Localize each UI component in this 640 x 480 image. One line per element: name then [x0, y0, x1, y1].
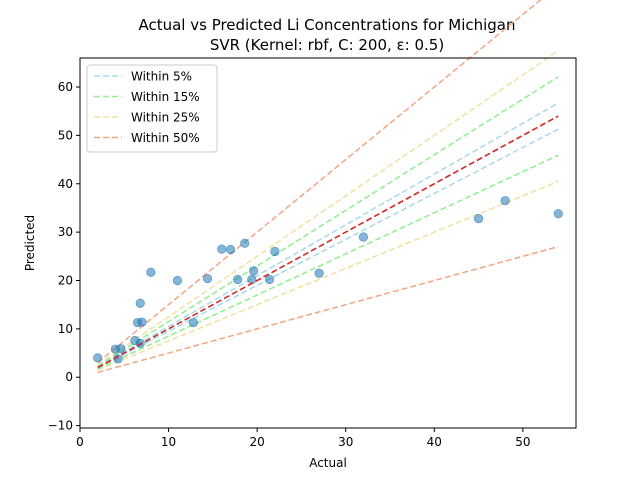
- band-line-50-upper: [97, 0, 542, 364]
- chart-title: Actual vs Predicted Li Concentrations fo…: [138, 16, 515, 34]
- legend: Within 5% Within 15% Within 25% Within 50%: [86, 64, 218, 153]
- data-point: [553, 209, 563, 219]
- band-line-25-upper: [97, 50, 559, 366]
- data-point: [314, 268, 324, 278]
- legend-entry: Within 5%: [131, 70, 192, 84]
- ideal-line: [97, 115, 559, 369]
- data-point: [270, 246, 280, 257]
- y-tick-label: 10: [58, 322, 73, 336]
- data-point: [93, 353, 103, 363]
- data-point: [188, 317, 198, 328]
- data-point: [473, 213, 484, 224]
- legend-box: [86, 64, 218, 153]
- data-point: [135, 298, 145, 308]
- x-tick-label: 10: [161, 435, 176, 449]
- band-lines: [97, 0, 559, 374]
- x-tick-label: 0: [76, 435, 84, 449]
- y-axis-ticks: −10 0 10 20 30 40 50 60: [48, 80, 80, 433]
- y-tick-label: 0: [65, 370, 73, 384]
- data-point: [137, 317, 147, 327]
- x-axis-label: Actual: [309, 456, 347, 470]
- data-point: [264, 274, 275, 285]
- legend-entry: Within 25%: [131, 111, 200, 125]
- band-line-50-lower: [97, 245, 559, 374]
- chart-subtitle: SVR (Kernel: rbf, C: 200, ε: 0.5): [210, 36, 444, 54]
- data-point: [225, 244, 236, 255]
- data-point: [358, 232, 369, 242]
- data-point: [202, 273, 213, 284]
- band-line-5-upper: [97, 102, 559, 368]
- y-tick-label: 40: [58, 177, 73, 191]
- y-tick-label: 50: [58, 128, 73, 142]
- x-tick-label: 30: [338, 435, 353, 449]
- data-point: [233, 274, 243, 285]
- data-point: [135, 338, 145, 348]
- y-axis-label: Predicted: [23, 215, 37, 271]
- x-tick-label: 40: [427, 435, 442, 449]
- x-axis-ticks: 0 10 20 30 40 50: [76, 428, 530, 449]
- legend-entry: Within 15%: [131, 90, 200, 104]
- legend-entry: Within 50%: [131, 131, 200, 145]
- band-line-15-upper: [97, 76, 559, 367]
- y-tick-label: 30: [58, 225, 73, 239]
- data-point: [500, 196, 510, 206]
- x-tick-label: 50: [515, 435, 530, 449]
- data-point: [116, 344, 126, 354]
- band-line-15-lower: [97, 154, 559, 370]
- data-point: [217, 244, 227, 254]
- x-tick-label: 20: [250, 435, 265, 449]
- y-tick-label: 20: [58, 273, 73, 287]
- data-point: [240, 238, 250, 248]
- band-line-5-lower: [97, 128, 559, 369]
- y-tick-label: 60: [58, 80, 73, 94]
- band-line-25-lower: [97, 180, 559, 371]
- data-point: [249, 266, 259, 276]
- data-point: [146, 267, 156, 277]
- data-points: [93, 115, 563, 369]
- plot-frame: [79, 57, 577, 429]
- y-tick-label: −10: [48, 419, 73, 433]
- data-point: [172, 275, 183, 286]
